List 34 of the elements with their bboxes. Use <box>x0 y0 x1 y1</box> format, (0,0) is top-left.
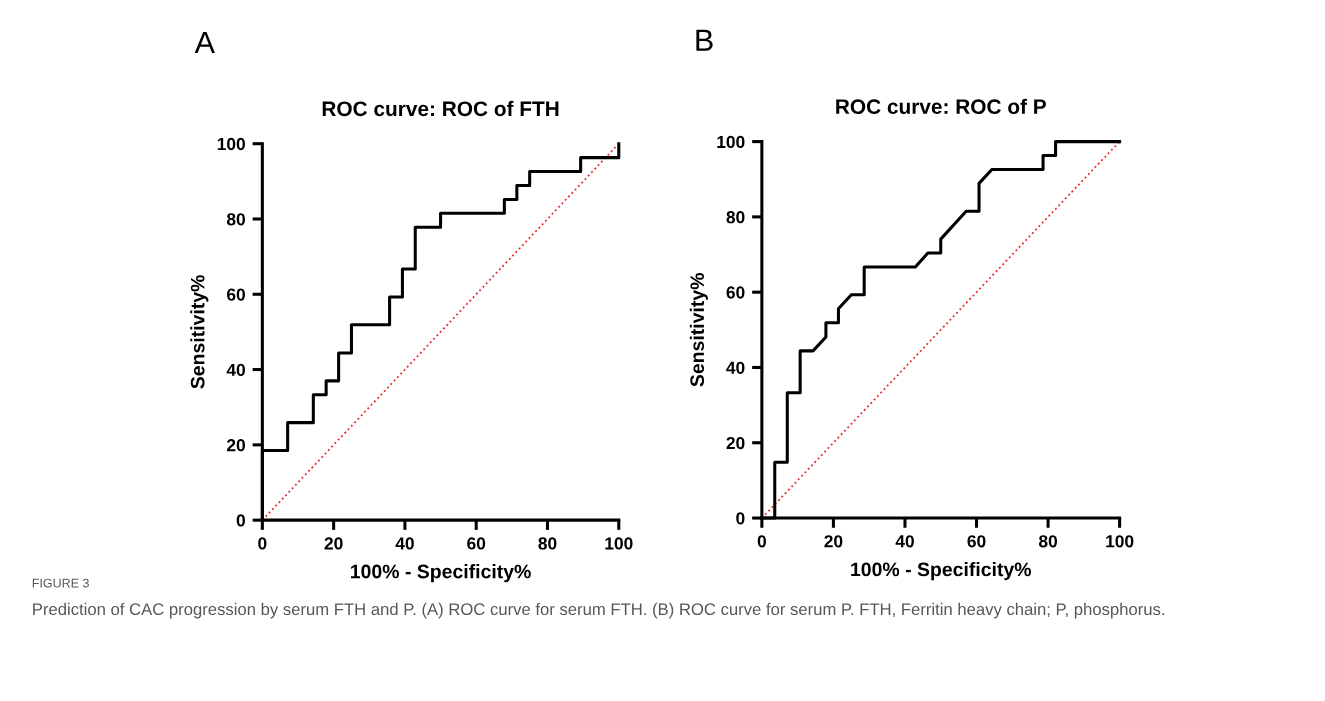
chart-title: ROC curve: ROC of P <box>836 98 1046 115</box>
y-tick-label: 0 <box>236 514 245 527</box>
x-tick-label: 100 <box>605 537 633 550</box>
text: A <box>194 31 215 53</box>
x-tick-label: 20 <box>324 537 343 550</box>
y-tick-label: 20 <box>726 436 745 450</box>
y-tick-label: 100 <box>717 135 745 149</box>
y-tick-label: 0 <box>736 512 745 525</box>
y-tick-label: 60 <box>227 288 245 301</box>
x-axis-title: 100% - Specificity% <box>351 564 531 583</box>
y-tick-label: 20 <box>226 439 245 452</box>
text: Prediction of CAC progression by serum FTH and P. (A) ROC curve for serum FTH. (B) ROC curve for serum P. FTH, Ferritin heavy chain; P, phosphorus. <box>33 602 1164 619</box>
text: B <box>696 29 713 51</box>
x-tick-label: 80 <box>538 537 557 550</box>
y-tick-label: 40 <box>226 363 245 377</box>
y-axis-title: Sensitivity% <box>689 273 708 387</box>
x-tick-label: 0 <box>258 537 267 550</box>
x-tick-label: 20 <box>824 535 843 548</box>
x-tick-label: 60 <box>967 535 986 548</box>
x-tick-label: 100 <box>1106 535 1134 548</box>
x-tick-label: 40 <box>395 537 414 550</box>
chart-title: ROC curve: ROC of FTH <box>322 100 559 117</box>
y-tick-label: 40 <box>726 361 745 374</box>
y-axis-title: Sensitivity% <box>190 275 209 389</box>
y-tick-label: 80 <box>226 213 245 226</box>
x-axis-title: 100% - Specificity% <box>851 562 1032 581</box>
x-tick-label: 80 <box>1038 535 1058 548</box>
caption: FIGURE 3 <box>32 578 89 588</box>
x-tick-label: 0 <box>757 535 766 548</box>
y-tick-label: 60 <box>726 286 745 299</box>
y-tick-label: 80 <box>726 211 745 224</box>
x-tick-label: 60 <box>467 537 486 550</box>
x-tick-label: 40 <box>895 535 914 548</box>
y-tick-label: 100 <box>217 137 245 151</box>
